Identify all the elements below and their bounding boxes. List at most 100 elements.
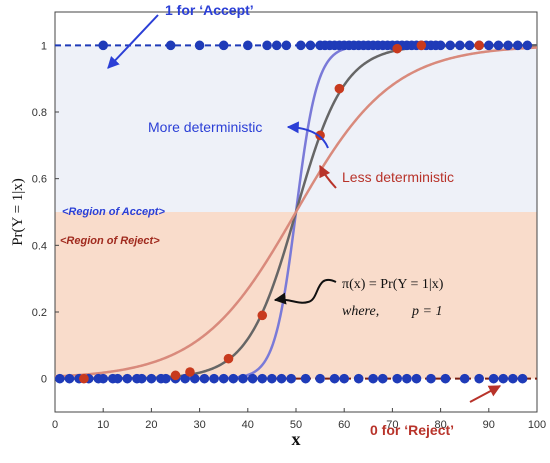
data-point: [55, 373, 65, 384]
data-point: [512, 40, 523, 51]
data-point: [445, 40, 456, 51]
data-point: [281, 40, 292, 51]
data-point: [300, 373, 311, 384]
more-det-arrow: [286, 121, 329, 149]
data-point: [276, 373, 287, 384]
reject-region: [55, 212, 537, 379]
data-point: [392, 373, 403, 384]
y-axis-label: Pr(Y = 1|x): [10, 178, 26, 246]
region-reject-label: <Region of Reject>: [60, 235, 160, 247]
x-tick-label: 40: [242, 419, 254, 431]
data-point: [508, 373, 518, 384]
data-point: [377, 373, 388, 384]
x-tick-label: 80: [434, 419, 446, 431]
data-point: [136, 373, 147, 384]
data-point: [474, 40, 484, 51]
data-point: [180, 373, 190, 384]
reject-arrow: [469, 385, 502, 403]
data-point: [416, 40, 427, 51]
y-tick-label: 0.4: [32, 240, 47, 252]
data-point: [296, 40, 306, 51]
formula-where: where,: [342, 304, 379, 319]
points-layer: [55, 40, 533, 384]
data-point: [194, 40, 205, 51]
data-point: [484, 40, 494, 51]
less-deterministic-label: Less deterministic: [342, 169, 454, 185]
x-tick-label: 30: [193, 419, 205, 431]
data-point: [267, 373, 277, 384]
data-point: [257, 373, 268, 384]
formula-main: π(x) = Pr(Y = 1|x): [342, 277, 444, 292]
data-point: [257, 310, 268, 321]
data-point: [392, 43, 403, 54]
formula-p: p = 1: [411, 304, 442, 319]
more-deterministic-label: More deterministic: [148, 119, 262, 135]
data-point: [170, 370, 181, 381]
x-tick-label: 50: [290, 419, 302, 431]
x-tick-label: 90: [483, 419, 495, 431]
data-point: [262, 40, 272, 51]
accept-region: [55, 45, 537, 213]
x-tick-label: 70: [386, 419, 398, 431]
data-point: [247, 373, 258, 384]
data-point: [315, 373, 325, 384]
data-point: [455, 40, 465, 51]
data-point: [243, 40, 253, 51]
data-point: [411, 373, 422, 384]
series-line: [54, 46, 538, 378]
data-point: [339, 373, 350, 384]
data-point: [64, 373, 75, 384]
accept-line-label: 1 for ‘Accept’: [165, 2, 254, 18]
region-accept-label: <Region of Accept>: [62, 206, 165, 218]
data-point: [368, 373, 378, 384]
y-tick-label: 0.6: [32, 174, 47, 186]
data-point: [122, 373, 133, 384]
formula-arrow: [273, 278, 337, 305]
data-point: [161, 373, 171, 384]
data-point: [426, 373, 436, 384]
data-point: [79, 373, 89, 384]
less-det-arrow: [319, 164, 337, 189]
data-point: [474, 373, 484, 384]
data-point: [334, 83, 345, 94]
data-point: [146, 373, 157, 384]
data-point: [493, 40, 504, 51]
data-point: [503, 40, 513, 51]
data-point: [98, 40, 108, 51]
data-point: [98, 373, 108, 384]
annotation-arrows: [107, 14, 502, 403]
data-point: [435, 40, 446, 51]
accept-arrow: [107, 14, 159, 69]
data-point: [329, 373, 340, 384]
data-point: [498, 373, 509, 384]
data-point: [517, 373, 528, 384]
data-point: [199, 373, 210, 384]
data-point: [228, 373, 239, 384]
data-point: [238, 373, 248, 384]
x-tick-label: 100: [528, 419, 546, 431]
x-tick-label: 10: [97, 419, 109, 431]
data-point: [353, 373, 364, 384]
data-point: [112, 373, 123, 384]
x-tick-label: 60: [338, 419, 350, 431]
data-point: [488, 373, 499, 384]
data-point: [402, 373, 412, 384]
y-tick-label: 0: [41, 374, 47, 386]
reject-line-label: 0 for ‘Reject’: [370, 422, 454, 438]
data-point: [218, 40, 229, 51]
y-tick-label: 0.2: [32, 307, 47, 319]
data-point: [286, 373, 296, 384]
data-point: [522, 40, 533, 51]
data-point: [189, 373, 200, 384]
x-tick-label: 20: [145, 419, 157, 431]
data-point: [440, 373, 451, 384]
y-tick-label: 0.8: [32, 107, 47, 119]
data-point: [459, 373, 470, 384]
data-point: [464, 40, 475, 51]
data-point: [223, 353, 234, 364]
data-point: [185, 367, 195, 377]
x-axis-label: x: [292, 429, 301, 449]
data-point: [165, 40, 176, 51]
region-backgrounds: [55, 45, 537, 379]
